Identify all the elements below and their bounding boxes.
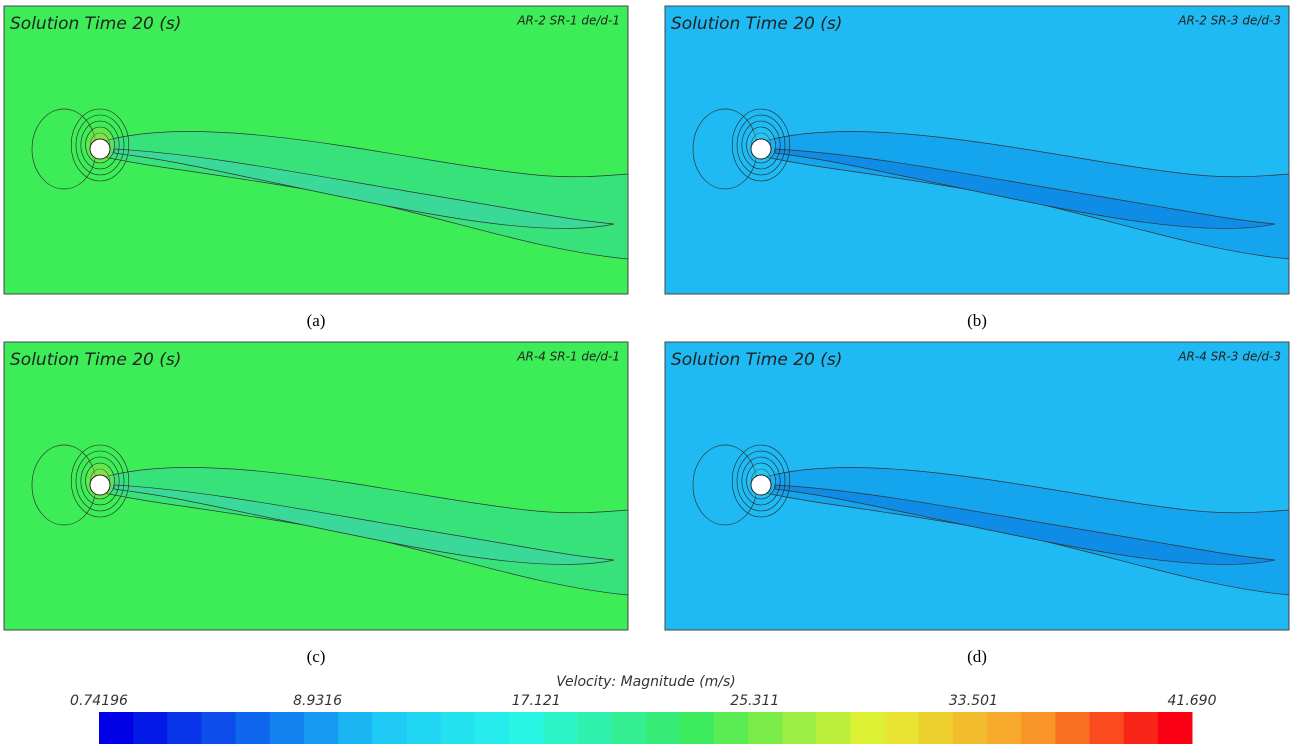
contour-ring bbox=[741, 120, 781, 170]
contour-ring bbox=[731, 444, 791, 518]
colorbar-swatch bbox=[338, 712, 373, 744]
colorbar-swatch bbox=[1157, 712, 1193, 744]
colorbar-swatch bbox=[577, 712, 612, 744]
colorbar-swatch bbox=[1123, 712, 1159, 744]
colorbar-swatch bbox=[99, 712, 134, 744]
panel-label: AR-4 SR-3 de/d-3 bbox=[1177, 350, 1281, 364]
panel-label: AR-4 SR-1 de/d-1 bbox=[516, 350, 620, 364]
colorbar-tick-label: 25.311 bbox=[730, 693, 779, 709]
wake-core bbox=[113, 484, 615, 565]
colorbar-swatch bbox=[1021, 712, 1056, 744]
contour-ring bbox=[736, 114, 786, 176]
panel-caption: (d) bbox=[967, 647, 987, 666]
colorbar-swatch bbox=[782, 712, 817, 744]
colorbar-title: Velocity: Magnitude (m/s) bbox=[556, 674, 736, 690]
panel-caption: (b) bbox=[967, 311, 987, 330]
colorbar-swatch bbox=[952, 712, 988, 744]
colorbar-swatch bbox=[133, 712, 168, 744]
colorbar-swatch bbox=[850, 712, 886, 744]
colorbar-swatch bbox=[747, 712, 783, 744]
colorbar-swatch bbox=[611, 712, 646, 744]
contour-ring bbox=[736, 450, 786, 512]
wake-core bbox=[113, 148, 615, 229]
wake-core bbox=[774, 484, 1276, 565]
colorbar-swatch bbox=[987, 712, 1022, 744]
contour-ring bbox=[80, 456, 120, 506]
panel-label: AR-2 SR-3 de/d-3 bbox=[1177, 14, 1281, 28]
colorbar-swatch bbox=[508, 712, 544, 744]
cylinder bbox=[89, 138, 111, 160]
contour-ring bbox=[75, 114, 125, 176]
contour-panel: Solution Time 20 (s) AR-2 SR-3 de/d-3 (b) bbox=[664, 5, 1290, 330]
colorbar-tick-label: 33.501 bbox=[949, 693, 998, 709]
panel-title: Solution Time 20 (s) bbox=[671, 350, 842, 370]
contour-ring bbox=[731, 108, 791, 182]
wake-core bbox=[774, 148, 1276, 229]
colorbar-swatch bbox=[235, 712, 271, 744]
contour-ring bbox=[70, 444, 130, 518]
cylinder bbox=[89, 474, 111, 496]
panel-caption: (a) bbox=[307, 311, 326, 330]
colorbar-swatch bbox=[1055, 712, 1091, 744]
colorbar-swatch bbox=[884, 712, 920, 744]
colorbar-swatch bbox=[269, 712, 305, 744]
colorbar-tick-label: 8.9316 bbox=[293, 693, 342, 709]
contour-ring bbox=[80, 120, 120, 170]
colorbar-tick-label: 41.690 bbox=[1168, 693, 1217, 709]
colorbar-swatch bbox=[303, 712, 339, 744]
panel-title: Solution Time 20 (s) bbox=[10, 350, 181, 370]
colorbar-swatch bbox=[167, 712, 202, 744]
contour-panel: Solution Time 20 (s) AR-4 SR-1 de/d-1 (c) bbox=[3, 341, 629, 666]
colorbar-swatch bbox=[645, 712, 681, 744]
colorbar-swatch bbox=[474, 712, 510, 744]
colorbar-swatch bbox=[1089, 712, 1125, 744]
cylinder bbox=[750, 474, 772, 496]
cylinder bbox=[750, 138, 772, 160]
colorbar-tick-label: 17.121 bbox=[512, 693, 561, 709]
colorbar-tick-label: 0.74196 bbox=[70, 693, 128, 709]
panel-title: Solution Time 20 (s) bbox=[10, 14, 181, 34]
colorbar-swatch bbox=[406, 712, 442, 744]
colorbar-swatch bbox=[543, 712, 578, 744]
colorbar-swatch bbox=[372, 712, 407, 744]
colorbar-swatch bbox=[679, 712, 715, 744]
contour-ring bbox=[75, 450, 125, 512]
colorbar-swatch bbox=[918, 712, 954, 744]
contour-panel: Solution Time 20 (s) AR-2 SR-1 de/d-1 (a) bbox=[3, 5, 629, 330]
contour-ring bbox=[70, 108, 130, 182]
contour-panel: Solution Time 20 (s) AR-4 SR-3 de/d-3 (d) bbox=[664, 341, 1290, 666]
panel-caption: (c) bbox=[307, 647, 326, 666]
panel-label: AR-2 SR-1 de/d-1 bbox=[516, 14, 620, 28]
colorbar-swatch bbox=[201, 712, 237, 744]
colorbar-swatch bbox=[440, 712, 476, 744]
contour-ring bbox=[741, 456, 781, 506]
panel-title: Solution Time 20 (s) bbox=[671, 14, 842, 34]
colorbar-swatch bbox=[816, 712, 851, 744]
colorbar-swatch bbox=[713, 712, 749, 744]
